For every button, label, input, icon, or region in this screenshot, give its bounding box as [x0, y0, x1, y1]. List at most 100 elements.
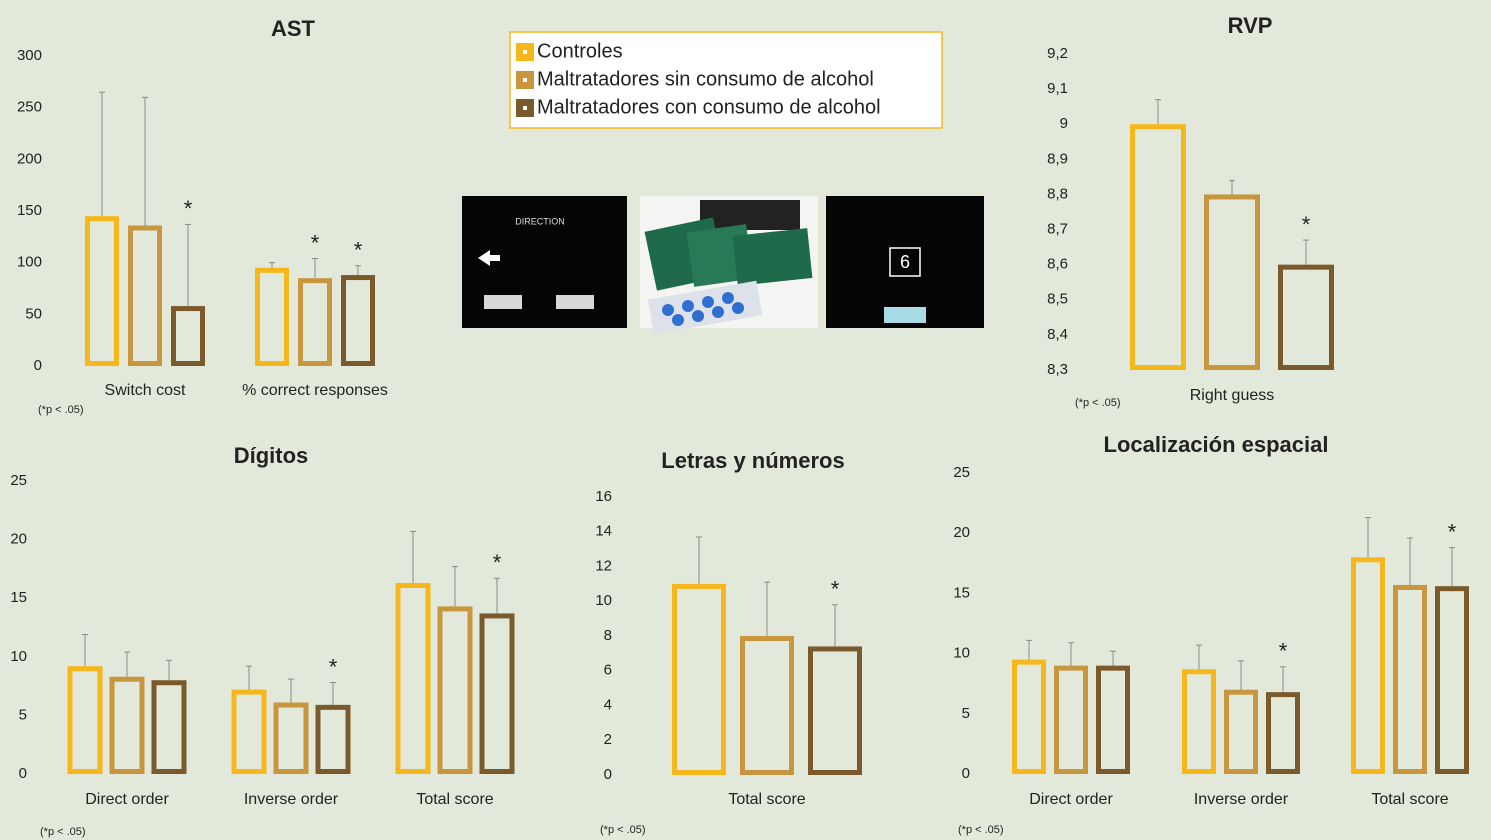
significance-marker: * — [184, 196, 193, 221]
y-tick-label: 20 — [953, 524, 970, 541]
bar — [1224, 689, 1258, 774]
bar — [395, 582, 431, 774]
y-tick-label: 9,2 — [1047, 45, 1068, 62]
note: (*p < .05) — [38, 404, 84, 416]
bar — [315, 704, 351, 774]
bar — [1054, 665, 1088, 775]
bar — [1012, 659, 1046, 774]
y-tick-label: 8,3 — [1047, 361, 1068, 378]
y-tick-label: 8,9 — [1047, 150, 1068, 167]
y-tick-label: 25 — [10, 472, 27, 489]
legend-swatch-dot — [523, 106, 527, 110]
chart-title: Dígitos — [234, 443, 309, 468]
x-tick-label: Total score — [1371, 791, 1448, 808]
x-tick-label: Total score — [416, 791, 493, 808]
chart-title: RVP — [1228, 13, 1273, 38]
rvp-image: 6 — [826, 196, 984, 328]
y-tick-label: 9 — [1060, 115, 1068, 132]
x-tick-label: Total score — [728, 791, 805, 808]
x-tick-label: Inverse order — [244, 791, 339, 808]
legend-label: Controles — [537, 40, 623, 62]
y-tick-label: 8,7 — [1047, 221, 1068, 238]
bar — [479, 613, 515, 774]
legend-label: Maltratadores sin consumo de alcohol — [537, 68, 874, 90]
y-tick-label: 10 — [595, 592, 612, 609]
bar — [1393, 584, 1427, 774]
bar — [298, 278, 332, 366]
y-tick-label: 100 — [17, 254, 42, 271]
chart-title: Letras y números — [661, 448, 844, 473]
legend-swatch-dot — [523, 78, 527, 82]
bar — [85, 216, 119, 366]
y-tick-label: 5 — [962, 705, 970, 722]
x-tick-label: Right guess — [1190, 387, 1275, 404]
image-text: 6 — [900, 252, 910, 272]
y-tick-label: 0 — [962, 765, 970, 782]
chart-title: Localización espacial — [1104, 432, 1329, 457]
bar — [1096, 665, 1130, 775]
y-tick-label: 8 — [604, 627, 612, 644]
y-tick-label: 16 — [595, 488, 612, 505]
y-tick-label: 250 — [17, 99, 42, 116]
bar — [171, 306, 205, 367]
note: (*p < .05) — [40, 826, 86, 838]
bar — [273, 702, 309, 774]
bar — [231, 689, 267, 775]
y-tick-label: 20 — [10, 531, 27, 548]
y-tick-label: 200 — [17, 150, 42, 167]
x-tick-label: % correct responses — [242, 382, 388, 399]
bar — [437, 606, 473, 774]
note: (*p < .05) — [600, 824, 646, 836]
y-tick-label: 150 — [17, 202, 42, 219]
y-tick-label: 10 — [953, 645, 970, 662]
bar — [128, 225, 162, 366]
legend-label: Maltratadores con consumo de alcohol — [537, 96, 881, 118]
note: (*p < .05) — [958, 824, 1004, 836]
y-tick-label: 12 — [595, 557, 612, 574]
bar — [672, 583, 726, 775]
y-tick-label: 2 — [604, 731, 612, 748]
y-tick-label: 300 — [17, 47, 42, 64]
y-tick-label: 8,5 — [1047, 291, 1068, 308]
chart-title: AST — [271, 16, 316, 41]
legend-box — [509, 31, 943, 129]
bar — [808, 646, 862, 775]
bar — [1182, 669, 1216, 775]
significance-marker: * — [493, 550, 502, 575]
y-tick-label: 9,1 — [1047, 80, 1068, 97]
x-tick-label: Direct order — [85, 791, 169, 808]
significance-marker: * — [311, 230, 320, 255]
bar — [67, 666, 103, 775]
x-tick-label: Direct order — [1029, 791, 1113, 808]
rvp-kit-image — [640, 196, 818, 335]
y-tick-label: 8,4 — [1047, 326, 1068, 343]
y-tick-label: 6 — [604, 662, 612, 679]
bar — [1435, 586, 1469, 775]
bar — [151, 680, 187, 774]
y-tick-label: 10 — [10, 648, 27, 665]
legend-swatch-dot — [523, 50, 527, 54]
image-text: DIRECTION — [515, 216, 565, 226]
x-tick-label: Inverse order — [1194, 791, 1289, 808]
bar — [255, 267, 289, 367]
x-tick-label: Switch cost — [105, 382, 186, 399]
bar — [1204, 194, 1260, 370]
bar — [109, 676, 145, 774]
bar — [1351, 557, 1385, 775]
y-tick-label: 14 — [595, 523, 612, 540]
bar — [1130, 124, 1186, 370]
y-tick-label: 50 — [25, 305, 42, 322]
significance-marker: * — [354, 238, 363, 263]
y-tick-label: 0 — [19, 765, 27, 782]
y-tick-label: 0 — [604, 766, 612, 783]
y-tick-label: 8,8 — [1047, 185, 1068, 202]
y-tick-label: 4 — [604, 696, 612, 713]
bar — [740, 636, 794, 775]
significance-marker: * — [831, 577, 840, 602]
significance-marker: * — [1302, 212, 1311, 237]
significance-marker: * — [1448, 519, 1457, 544]
y-tick-label: 8,6 — [1047, 256, 1068, 273]
